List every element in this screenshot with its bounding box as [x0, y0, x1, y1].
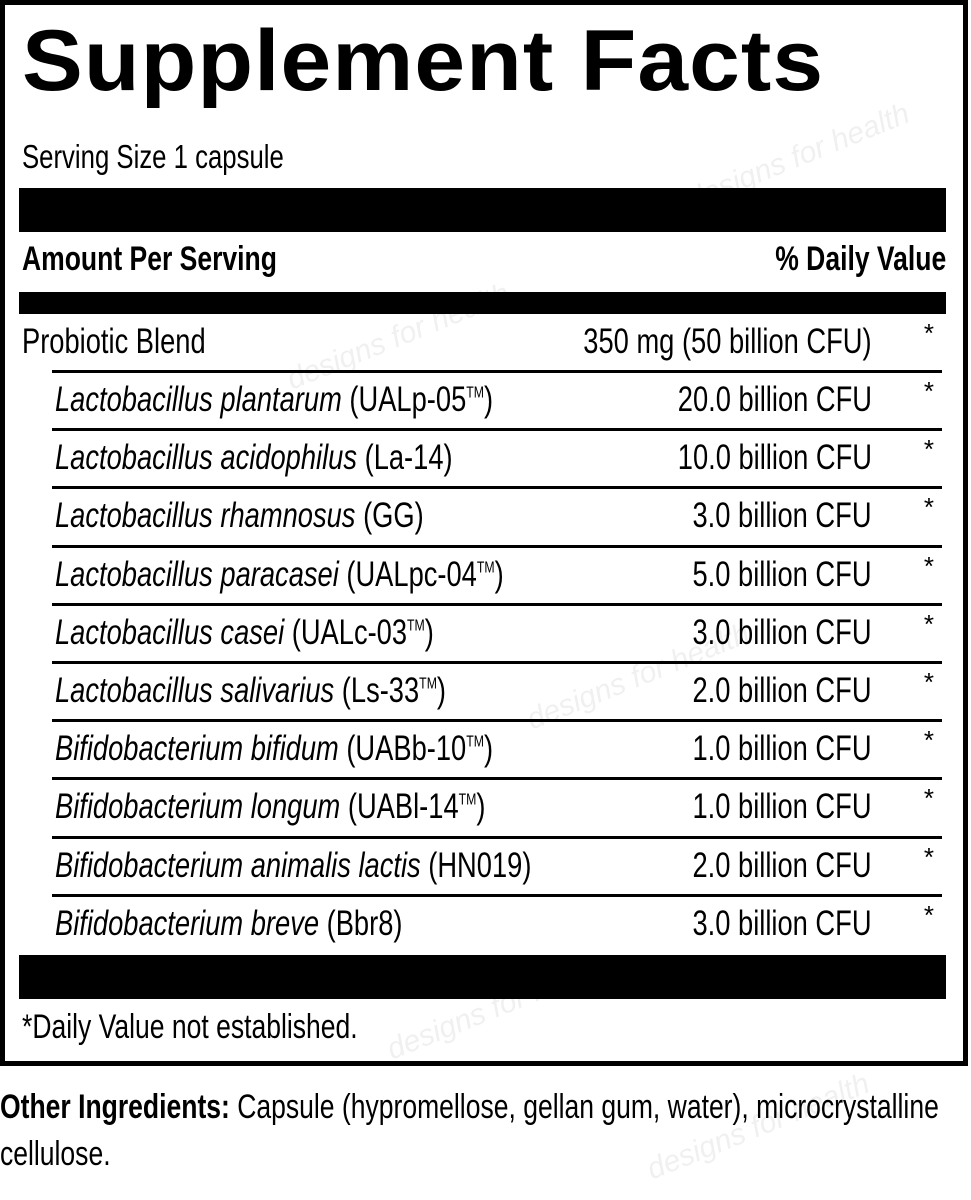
species-name: Lactobacillus casei [55, 612, 285, 652]
trademark-mark: TM [466, 733, 484, 751]
species-name: Lactobacillus rhamnosus [55, 496, 356, 536]
strain-code: (La-14) [364, 438, 453, 478]
row-divider [52, 370, 942, 373]
ingredient-amount: 2.0 billion CFU [692, 671, 872, 710]
ingredient-amount: 3.0 billion CFU [692, 496, 872, 536]
row-divider [52, 893, 942, 897]
ingredient-name: Lactobacillus plantarum (UALp-05TM) [55, 382, 493, 417]
ingredient-dv: * [923, 434, 934, 465]
trademark-mark: TM [419, 675, 437, 693]
supplement-facts-panel [0, 0, 968, 1066]
ingredient-dv: * [923, 667, 934, 697]
strain-code: (UABb-10 [346, 729, 467, 769]
thick-divider-top [19, 188, 946, 232]
ingredient-row: Bifidobacterium animalis lactis (HN019) 2… [0, 835, 958, 896]
ingredient-name: Lactobacillus acidophilus (La-14) [55, 440, 453, 475]
ingredient-name: Lactobacillus rhamnosus (GG) [55, 498, 424, 533]
species-name: Bifidobacterium longum [55, 787, 341, 827]
ingredient-name: Bifidobacterium breve (Bbr8) [55, 906, 402, 941]
strain-close: ) [436, 671, 447, 710]
ingredient-dv: * [923, 725, 934, 756]
ingredient-name: Lactobacillus salivarius (Ls-33TM) [55, 673, 446, 708]
ingredient-row: Bifidobacterium breve (Bbr8) 3.0 billion … [0, 893, 958, 954]
strain-code: (UALpc-04 [346, 554, 477, 594]
strain-code: (UALc-03 [291, 612, 408, 652]
blend-amount: 350 mg (50 billion CFU) [583, 322, 872, 361]
strain-code: (Ls-33 [341, 671, 420, 710]
other-ingredients: Other Ingredients: Capsule (hypromellose… [0, 1084, 967, 1178]
ingredient-row: Lactobacillus plantarum (UALp-05TM) 20.0 … [0, 370, 958, 430]
strain-code: (UALp-05 [349, 380, 467, 419]
strain-close: ) [483, 380, 494, 419]
strain-code: (GG) [363, 496, 424, 536]
ingredient-name: Lactobacillus casei (UALc-03TM) [55, 615, 434, 650]
row-divider [52, 428, 942, 432]
ingredient-row: Lactobacillus paracasei (UALpc-04TM) 5.0 … [0, 544, 958, 605]
blend-dv: * [923, 318, 934, 348]
ingredient-amount: 1.0 billion CFU [692, 787, 872, 827]
row-divider [52, 602, 942, 606]
ingredient-name: Bifidobacterium animalis lactis (HN019) [55, 848, 531, 883]
strain-code: (Bbr8) [326, 903, 403, 943]
ingredient-dv: * [923, 841, 934, 872]
species-name: Bifidobacterium bifidum [55, 729, 339, 769]
ingredient-amount: 10.0 billion CFU [677, 438, 872, 478]
ingredient-amount: 5.0 billion CFU [692, 554, 872, 594]
strain-close: ) [483, 729, 494, 769]
row-divider [52, 486, 942, 490]
species-name: Lactobacillus plantarum [55, 380, 342, 419]
ingredient-row: Lactobacillus salivarius (Ls-33TM) 2.0 bi… [0, 661, 958, 721]
strain-code: (HN019) [428, 845, 532, 885]
serving-size: Serving Size 1 capsule [22, 138, 284, 175]
ingredient-dv: * [923, 376, 934, 406]
row-divider [52, 835, 942, 839]
species-name: Lactobacillus salivarius [55, 671, 335, 710]
strain-code: (UABl-14 [347, 787, 459, 827]
strain-close: ) [494, 554, 504, 594]
other-ingredients-text: Capsule (hypromellose, gellan gum, water… [0, 1088, 939, 1173]
trademark-mark: TM [466, 384, 484, 402]
row-divider [52, 544, 942, 548]
ingredient-dv: * [923, 899, 934, 930]
strain-close: ) [476, 787, 486, 827]
species-name: Lactobacillus acidophilus [55, 438, 358, 478]
ingredient-dv: * [923, 783, 934, 814]
ingredient-amount: 3.0 billion CFU [692, 903, 872, 943]
ingredient-row: Lactobacillus rhamnosus (GG) 3.0 billion … [0, 486, 958, 546]
row-divider [52, 661, 942, 664]
ingredient-row: Bifidobacterium bifidum (UABb-10TM) 1.0 b… [0, 719, 958, 779]
ingredient-dv: * [923, 492, 934, 523]
ingredient-name: Lactobacillus paracasei (UALpc-04TM) [55, 557, 504, 592]
ingredient-row: Bifidobacterium longum (UABl-14TM) 1.0 bi… [0, 777, 958, 837]
daily-value-header: % Daily Value [774, 240, 946, 278]
trademark-mark: TM [407, 617, 425, 635]
species-name: Bifidobacterium breve [55, 903, 320, 943]
ingredient-row: Lactobacillus acidophilus (La-14) 10.0 bi… [0, 428, 958, 488]
panel-title: Supplement Facts [22, 13, 825, 109]
daily-value-footnote: *Daily Value not established. [22, 1008, 358, 1046]
blend-name: Probiotic Blend [22, 322, 206, 361]
other-ingredients-heading: Other Ingredients: [0, 1088, 230, 1126]
medium-divider [19, 292, 946, 314]
ingredient-amount: 1.0 billion CFU [692, 729, 872, 769]
ingredient-name: Bifidobacterium longum (UABl-14TM) [55, 789, 485, 824]
blend-row: Probiotic Blend 350 mg (50 billion CFU) … [0, 314, 958, 372]
trademark-mark: TM [476, 559, 495, 577]
amount-per-serving-header: Amount Per Serving [22, 240, 277, 278]
ingredient-row: Lactobacillus casei (UALc-03TM) 3.0 billi… [0, 602, 958, 663]
ingredient-amount: 3.0 billion CFU [692, 612, 872, 652]
ingredient-amount: 20.0 billion CFU [677, 380, 872, 419]
trademark-mark: TM [458, 792, 477, 810]
ingredient-dv: * [923, 550, 934, 581]
ingredient-name: Bifidobacterium bifidum (UABb-10TM) [55, 731, 493, 766]
thick-divider-bottom [19, 955, 946, 999]
ingredient-amount: 2.0 billion CFU [692, 845, 872, 885]
species-name: Bifidobacterium animalis lactis [55, 845, 421, 885]
row-divider [52, 777, 942, 781]
species-name: Lactobacillus paracasei [55, 554, 339, 594]
strain-close: ) [424, 612, 434, 652]
ingredient-dv: * [923, 608, 934, 639]
row-divider [52, 719, 942, 723]
